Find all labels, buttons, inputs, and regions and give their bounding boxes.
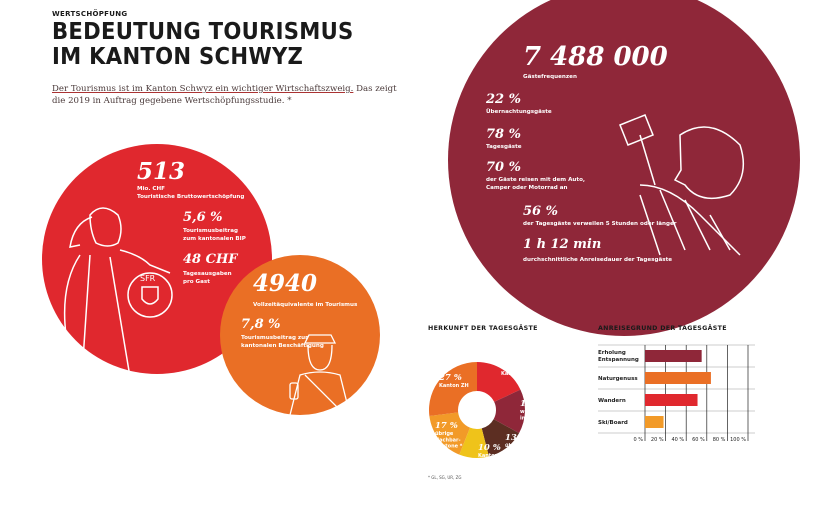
title-line-1: BEDEUTUNG TOURISMUS: [52, 19, 354, 45]
guests-label-3: Tagesgäste: [486, 144, 522, 150]
page-title: BEDEUTUNG TOURISMUS IM KANTON SCHWYZ: [52, 20, 354, 70]
donut-pct-label: 27 %: [438, 373, 462, 383]
lead-text: Der Tourismus ist im Kanton Schwyz ein w…: [52, 83, 402, 107]
category-label: Erholung: [598, 350, 626, 356]
donut-slice: [429, 362, 477, 417]
donut-slice: [477, 362, 521, 402]
guests-label-6: durchschnittliche Anreisedauer der Tages…: [523, 257, 673, 263]
kicker: WERTSCHÖPFUNG: [52, 10, 128, 18]
guests-value-4: 70 %: [486, 160, 521, 175]
lead-rest: Das zeigt die 2019 in Auftrag gegebene W…: [52, 84, 397, 106]
category-label: Entspannung: [598, 357, 639, 363]
donut-slice: [493, 389, 525, 434]
guests-value-6: 1 h 12 min: [523, 237, 602, 252]
donut-pct-label: 10 %: [478, 443, 501, 453]
economy-value-2: 5,6 %: [183, 210, 223, 225]
travel-reason-bar-chart: 0 % 20 % 40 % 60 % 80 % 100 % ErholungEntspann…: [598, 344, 755, 443]
photographer-illustration: [619, 114, 745, 256]
bar: [645, 372, 711, 384]
donut-slice-label: Kantone: [505, 449, 529, 455]
x-tick-label: 40 %: [671, 437, 684, 443]
category-label: Wandern: [598, 398, 626, 404]
guests-value-2: 22 %: [486, 92, 521, 107]
donut-slice: [459, 427, 489, 458]
tourist-woman-illustration: SFR: [63, 207, 173, 375]
economy-label-3: Tagesausgaben pro Gast: [183, 271, 232, 285]
employment-label-1: Vollzeitäquivalente im Tourismus: [253, 302, 358, 308]
donut-footnote: * GL, SG, UR, ZG: [428, 475, 462, 480]
donut-pct-label: 17 %: [435, 421, 458, 431]
x-tick-label: 20 %: [651, 437, 664, 443]
title-line-2: IM KANTON SCHWYZ: [52, 44, 304, 70]
economy-label-1: Mio. CHF Touristische Bruttowertschöpfung: [137, 186, 245, 200]
donut-slice-label: übrige: [505, 443, 524, 449]
x-tick-label: 0 %: [633, 437, 643, 443]
employment-label-2: Tourismusbeitrag zur kantonalen Beschäfti…: [241, 335, 324, 349]
guests-circle: [448, 0, 800, 336]
category-label: Naturgenuss: [598, 376, 638, 382]
donut-slice-label: im Ausland: [520, 415, 540, 421]
donut-slice-label: kantone *: [435, 444, 463, 450]
donut-slice-label: wohnhaft: [520, 409, 540, 415]
lead-underlined: Der Tourismus ist im Kanton Schwyz ein w…: [52, 84, 354, 94]
bar: [645, 416, 664, 428]
guests-value-1: 7 488 000: [523, 42, 668, 72]
donut-title: HERKUNFT DER TAGESGÄSTE: [428, 325, 538, 332]
employment-value-1: 4940: [253, 270, 318, 297]
guests-label-1: Gästefrequenzen: [523, 74, 577, 80]
donut-pct-label: 15 %: [520, 399, 540, 409]
bar-chart-title: ANREISEGRUND DER TAGESGÄSTE: [598, 325, 727, 332]
donut-slice-label: Nachbar-: [435, 437, 461, 443]
coin-text: SFR: [140, 274, 156, 283]
employment-circle: [220, 255, 380, 415]
donut-pct-label: 13 %: [505, 433, 528, 443]
economy-label-2: Tourismusbeitrag zum kantonalen BIP: [183, 228, 246, 242]
guests-label-2: Übernachtungsgäste: [486, 109, 552, 115]
donut-slice-label: Kanton ZH: [439, 383, 469, 389]
category-label: Ski/Board: [598, 420, 628, 426]
donut-slice: [429, 412, 471, 455]
guests-label-4: der Gäste reisen mit dem Auto, Camper ode…: [486, 177, 586, 191]
employment-value-2: 7,8 %: [241, 317, 281, 332]
x-tick-label: 100 %: [730, 437, 746, 443]
donut-slice-label: Kanton AG: [478, 453, 508, 459]
donut-slice-label: Kanton LU: [501, 371, 530, 377]
bar: [645, 394, 698, 406]
guests-value-5: 56 %: [523, 204, 558, 219]
x-tick-label: 80 %: [713, 437, 726, 443]
donut-slice-label: übrige: [435, 431, 454, 437]
x-tick-label: 60 %: [692, 437, 705, 443]
economy-value-3: 48 CHF: [183, 252, 238, 267]
economy-value-1: 513: [137, 158, 186, 185]
bar: [645, 350, 702, 362]
donut-slice: [481, 419, 520, 457]
guests-label-5: der Tagesgäste verweilen 5 Stunden oder …: [523, 221, 677, 227]
conductor-illustration: [289, 334, 351, 415]
guests-value-3: 78 %: [486, 127, 521, 142]
donut-pct-label: 18 %: [501, 361, 524, 371]
